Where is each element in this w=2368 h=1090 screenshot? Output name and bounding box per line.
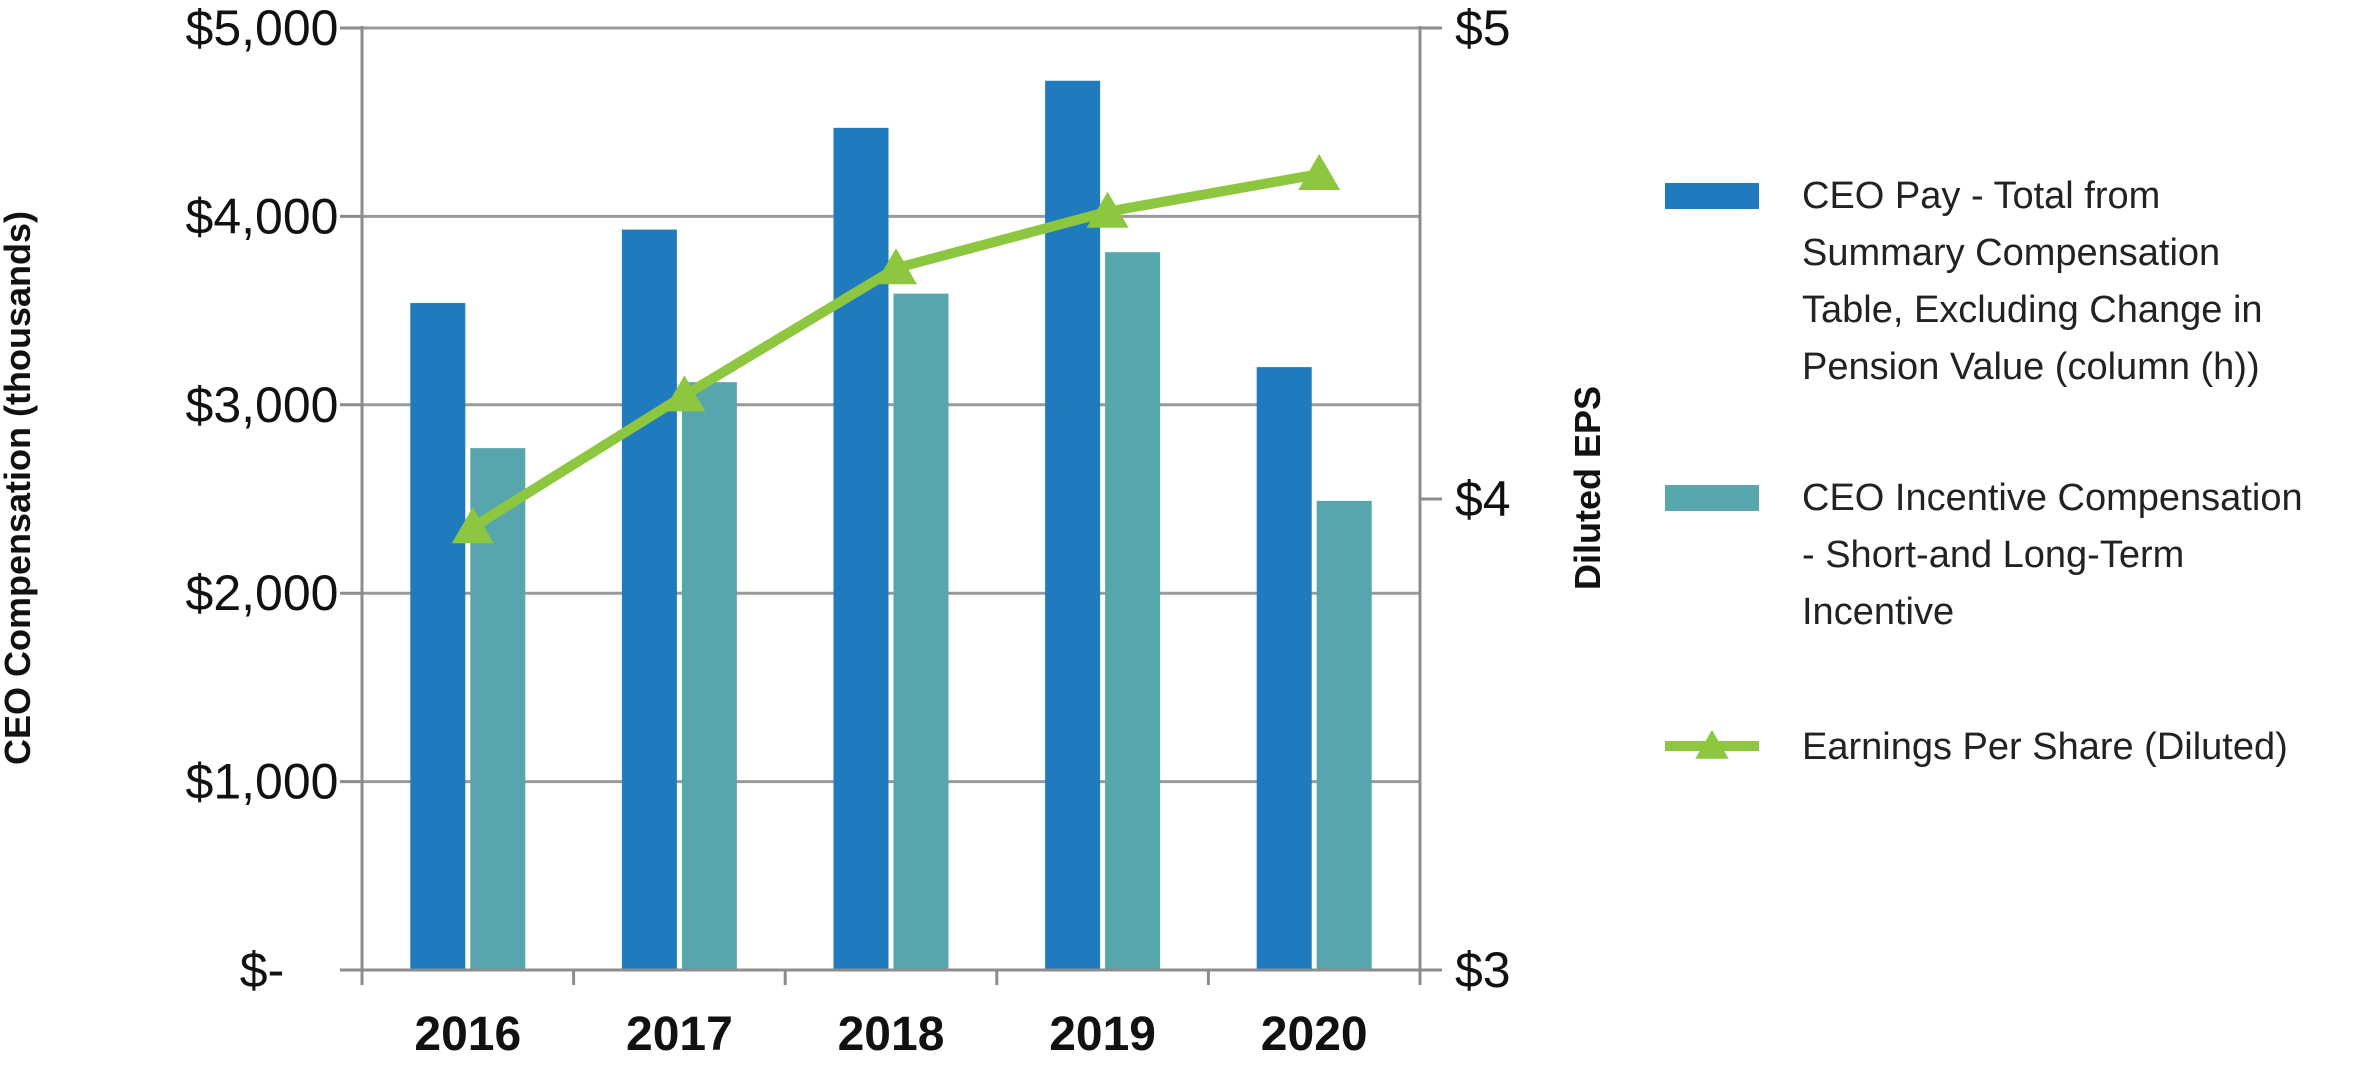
- legend-label: Incentive: [1802, 591, 1954, 633]
- left-tick-label: $-: [240, 942, 284, 998]
- left-tick-label: $3,000: [186, 377, 339, 433]
- bar: [1256, 367, 1312, 970]
- legend-swatch: [1665, 485, 1759, 511]
- eps-marker: [1298, 154, 1341, 191]
- eps-series: [451, 154, 1341, 544]
- eps-marker: [663, 375, 706, 412]
- bar: [833, 127, 889, 971]
- legend-label: Pension Value (column (h)): [1802, 346, 2260, 388]
- right-axis-title: Diluted EPS: [1567, 386, 1608, 590]
- x-tick-label: 2018: [838, 1008, 945, 1061]
- eps-marker: [1086, 191, 1129, 228]
- eps-marker: [875, 248, 917, 285]
- bar: [410, 303, 466, 971]
- x-tick-label: 2017: [626, 1008, 733, 1061]
- right-tick-label: $3: [1455, 942, 1511, 998]
- legend-swatch-marker: [1695, 730, 1729, 759]
- left-tick-label: $4,000: [186, 188, 339, 244]
- bar: [893, 293, 949, 970]
- left-axis-title: CEO Compensation (thousands): [0, 211, 38, 765]
- x-tick-label: 2019: [1049, 1008, 1156, 1061]
- bar: [1316, 500, 1372, 970]
- bar: [1105, 252, 1161, 971]
- right-tick-label: $5: [1455, 0, 1511, 56]
- tick-labels: $- $1,000 $2,000 $3,000 $4,000 $5,000 $3 $4 $5 20…: [186, 0, 1511, 1061]
- axes: [340, 26, 1442, 985]
- legend-label: - Short-and Long-Term: [1802, 534, 2184, 576]
- legend-label: CEO Pay - Total from: [1802, 175, 2160, 217]
- bar: [681, 382, 737, 970]
- right-tick-label: $4: [1455, 471, 1511, 527]
- x-tick-label: 2016: [414, 1008, 521, 1061]
- legend-label: Earnings Per Share (Diluted): [1802, 726, 2288, 768]
- eps-marker: [451, 507, 494, 544]
- x-tick-label: 2020: [1261, 1008, 1368, 1061]
- left-tick-label: $5,000: [186, 0, 339, 56]
- left-tick-label: $2,000: [186, 565, 339, 621]
- legend: CEO Pay - Total from Summary Compensation…: [1665, 175, 2303, 768]
- legend-swatch: [1665, 183, 1759, 209]
- legend-label: CEO Incentive Compensation: [1802, 477, 2303, 519]
- left-tick-label: $1,000: [186, 754, 339, 810]
- bars: [410, 80, 1372, 971]
- legend-label: Table, Excluding Change in: [1802, 289, 2263, 331]
- gridlines: [362, 26, 1420, 784]
- bar: [621, 229, 677, 970]
- legend-label: Summary Compensation: [1802, 232, 2220, 274]
